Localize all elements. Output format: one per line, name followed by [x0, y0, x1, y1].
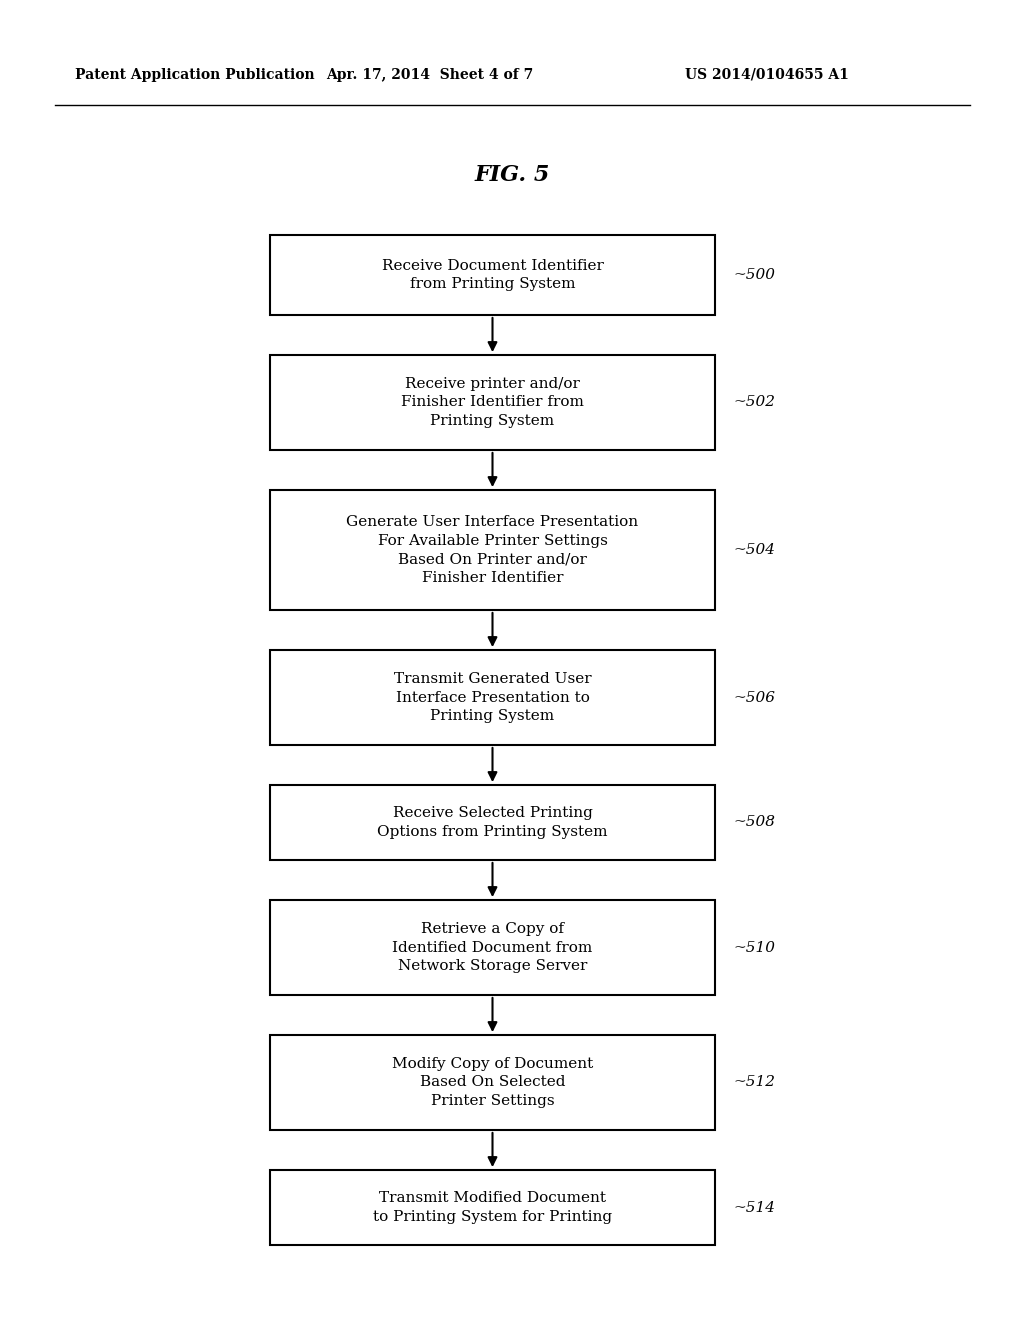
- Text: US 2014/0104655 A1: US 2014/0104655 A1: [685, 69, 849, 82]
- Text: Patent Application Publication: Patent Application Publication: [75, 69, 314, 82]
- Text: FIG. 5: FIG. 5: [474, 164, 550, 186]
- Text: Transmit Generated User
Interface Presentation to
Printing System: Transmit Generated User Interface Presen…: [393, 672, 591, 723]
- Bar: [270, 785, 715, 861]
- Text: Modify Copy of Document
Based On Selected
Printer Settings: Modify Copy of Document Based On Selecte…: [392, 1056, 593, 1109]
- Text: Receive printer and/or
Finisher Identifier from
Printing System: Receive printer and/or Finisher Identifi…: [401, 376, 584, 429]
- Text: ~510: ~510: [733, 940, 775, 954]
- Text: Retrieve a Copy of
Identified Document from
Network Storage Server: Retrieve a Copy of Identified Document f…: [392, 921, 593, 973]
- Text: Transmit Modified Document
to Printing System for Printing: Transmit Modified Document to Printing S…: [373, 1191, 612, 1224]
- Text: ~508: ~508: [733, 816, 775, 829]
- Text: ~504: ~504: [733, 543, 775, 557]
- Bar: [270, 235, 715, 315]
- Bar: [270, 649, 715, 744]
- Text: Receive Selected Printing
Options from Printing System: Receive Selected Printing Options from P…: [377, 807, 608, 840]
- Text: ~506: ~506: [733, 690, 775, 705]
- Text: ~514: ~514: [733, 1200, 775, 1214]
- Text: ~512: ~512: [733, 1076, 775, 1089]
- Text: ~500: ~500: [733, 268, 775, 282]
- Bar: [270, 490, 715, 610]
- Text: ~502: ~502: [733, 396, 775, 409]
- Bar: [270, 900, 715, 995]
- Bar: [270, 1035, 715, 1130]
- Text: Apr. 17, 2014  Sheet 4 of 7: Apr. 17, 2014 Sheet 4 of 7: [327, 69, 534, 82]
- Bar: [270, 1170, 715, 1245]
- Text: Generate User Interface Presentation
For Available Printer Settings
Based On Pri: Generate User Interface Presentation For…: [346, 515, 639, 586]
- Text: Receive Document Identifier
from Printing System: Receive Document Identifier from Printin…: [382, 259, 603, 292]
- Bar: [270, 355, 715, 450]
